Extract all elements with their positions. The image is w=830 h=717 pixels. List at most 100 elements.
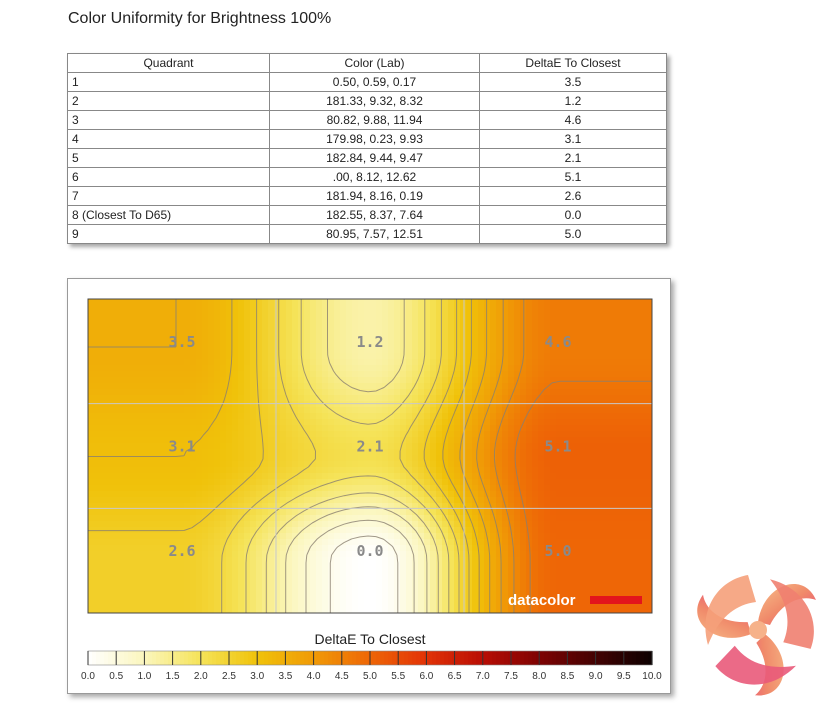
heat-tile — [172, 311, 179, 318]
heat-tile — [262, 401, 269, 408]
heat-tile — [484, 497, 491, 504]
heat-tile — [634, 365, 641, 372]
heat-tile — [250, 389, 257, 396]
heat-tile — [100, 425, 107, 432]
heat-tile — [136, 545, 143, 552]
heat-tile — [256, 527, 263, 534]
heat-tile — [184, 425, 191, 432]
heat-tile — [142, 545, 149, 552]
heat-tile — [130, 581, 137, 588]
heat-tile — [112, 461, 119, 468]
heat-tile — [166, 563, 173, 570]
heat-tile — [220, 515, 227, 522]
heat-tile — [130, 317, 137, 324]
heat-tile — [208, 569, 215, 576]
heat-tile — [580, 347, 587, 354]
heat-tile — [478, 599, 485, 606]
heat-tile — [328, 599, 335, 606]
heat-tile — [220, 467, 227, 474]
heat-tile — [568, 311, 575, 318]
heat-tile — [580, 377, 587, 384]
heat-tile — [604, 341, 611, 348]
heat-tile — [592, 491, 599, 498]
heat-tile — [442, 461, 449, 468]
heat-tile — [460, 443, 467, 450]
heat-tile — [232, 419, 239, 426]
heat-tile — [286, 593, 293, 600]
heat-tile — [544, 389, 551, 396]
heat-tile — [142, 437, 149, 444]
heat-tile — [238, 425, 245, 432]
heat-tile — [550, 353, 557, 360]
heat-tile — [562, 377, 569, 384]
heat-tile — [94, 605, 101, 612]
heat-tile — [118, 323, 125, 330]
heat-tile — [430, 539, 437, 546]
heat-tile — [238, 479, 245, 486]
heat-tile — [130, 467, 137, 474]
heat-tile — [148, 569, 155, 576]
heat-tile — [226, 605, 233, 612]
heat-tile — [538, 413, 545, 420]
heat-tile — [148, 461, 155, 468]
heat-tile — [580, 581, 587, 588]
heat-tile — [232, 581, 239, 588]
heat-tile — [322, 503, 329, 510]
heat-tile — [142, 611, 149, 613]
heat-tile — [244, 485, 251, 492]
heat-tile — [604, 497, 611, 504]
heat-tile — [352, 581, 359, 588]
heat-tile — [202, 341, 209, 348]
heat-tile — [112, 335, 119, 342]
heat-tile — [298, 545, 305, 552]
heat-tile — [376, 305, 383, 312]
heat-tile — [286, 359, 293, 366]
heat-tile — [214, 323, 221, 330]
heat-tile — [508, 491, 515, 498]
heat-tile — [346, 461, 353, 468]
heat-tile — [484, 317, 491, 324]
heat-tile — [616, 503, 623, 510]
heat-tile — [502, 527, 509, 534]
heat-tile — [232, 425, 239, 432]
heat-tile — [88, 419, 95, 426]
table-row: 2 181.33, 9.32, 8.32 1.2 — [67, 91, 667, 111]
heat-tile — [538, 407, 545, 414]
heat-tile — [256, 575, 263, 582]
heat-tile — [262, 605, 269, 612]
heat-tile — [592, 521, 599, 528]
heat-tile — [388, 533, 395, 540]
heat-tile — [478, 455, 485, 462]
heat-tile — [604, 299, 611, 306]
heat-tile — [334, 611, 341, 613]
heat-tile — [166, 485, 173, 492]
heat-tile — [340, 317, 347, 324]
heat-tile — [118, 515, 125, 522]
heat-tile — [592, 323, 599, 330]
heat-tile — [634, 341, 641, 348]
heat-tile — [190, 431, 197, 438]
heat-tile — [238, 599, 245, 606]
heat-tile — [238, 539, 245, 546]
heat-tile — [130, 329, 137, 336]
heat-tile — [622, 401, 629, 408]
heat-tile — [238, 317, 245, 324]
heat-tile — [604, 395, 611, 402]
heat-tile — [544, 401, 551, 408]
heat-tile — [172, 329, 179, 336]
heat-tile — [400, 581, 407, 588]
heat-tile — [484, 413, 491, 420]
heat-tile — [568, 467, 575, 474]
heat-tile — [640, 605, 647, 612]
heat-tile — [484, 545, 491, 552]
heat-tile — [394, 455, 401, 462]
heat-tile — [622, 389, 629, 396]
heat-tile — [574, 317, 581, 324]
heat-tile — [358, 449, 365, 456]
heat-tile — [412, 521, 419, 528]
heat-tile — [592, 449, 599, 456]
heat-tile — [418, 605, 425, 612]
heat-tile — [406, 545, 413, 552]
heat-tile — [256, 563, 263, 570]
heat-tile — [160, 323, 167, 330]
